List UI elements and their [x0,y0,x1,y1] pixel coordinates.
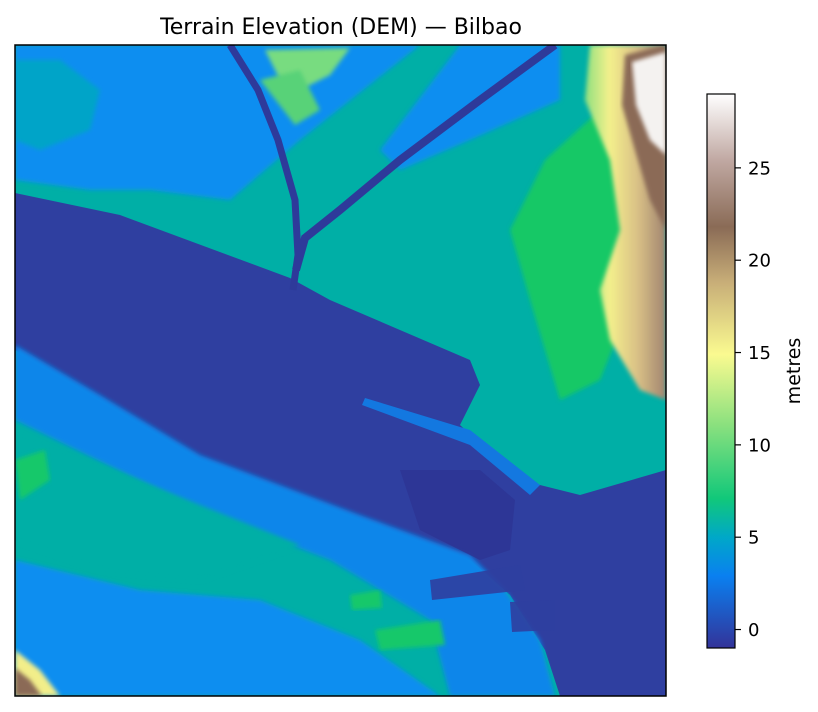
heatmap-lowland-north [15,45,420,200]
plot-frame [14,44,667,697]
colorbar-label: metres [783,338,805,405]
chart-title: Terrain Elevation (DEM) — Bilbao [159,15,522,40]
colorbar-tick-label: 25 [748,158,771,179]
colorbar-frame [706,93,736,649]
heatmap-lowland-south [15,560,440,696]
colorbar: 0 5 10 15 20 25 metres [706,93,805,649]
heatmap-green-south [375,620,445,650]
colorbar-ticks: 0 5 10 15 20 25 [735,158,771,641]
colorbar-scale [707,94,735,648]
heatmap-channel-right [292,45,558,272]
heatmap-green-north-2 [260,70,320,125]
colorbar-tick-label: 10 [748,435,771,456]
heatmap-lowland-northwest [15,60,100,150]
heatmap-river-island [362,398,540,495]
heatmap-dock [400,470,515,560]
colorbar-tick-label: 15 [748,343,771,364]
heatmap-green-west [15,450,50,500]
heatmap-green-south-2 [350,590,382,610]
colorbar-tick-label: 0 [748,620,759,641]
colorbar-tick-label: 5 [748,528,759,549]
colorbar-tick-label: 20 [748,251,771,272]
heatmap-channel-south [430,565,525,600]
heatmap-plain-south [15,430,300,580]
heatmap-hill-summit [632,52,666,155]
heatmap-image [15,45,666,696]
heatmap-river-south-bank [15,345,555,696]
heatmap-channel-south-2 [510,600,555,632]
heatmap-hill-southwest-peak [15,668,42,696]
